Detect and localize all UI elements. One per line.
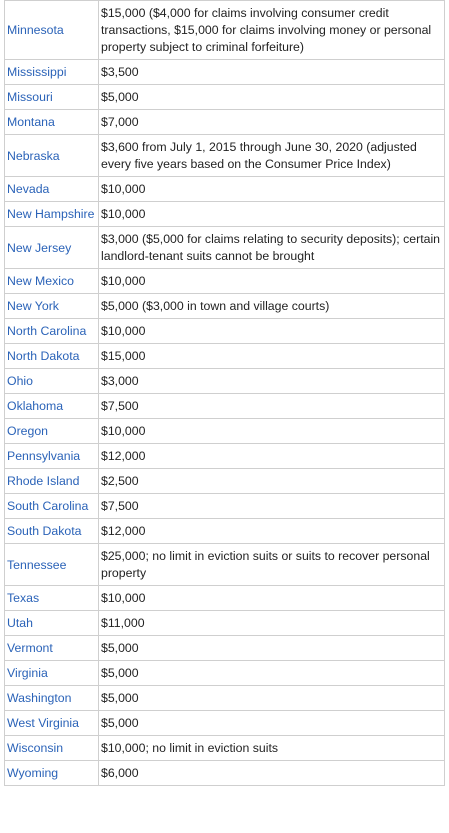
limit-cell: $3,000 — [98, 368, 445, 394]
limit-cell: $25,000; no limit in eviction suits or s… — [98, 543, 445, 586]
state-link[interactable]: Texas — [4, 585, 99, 611]
table-row: Oklahoma $7,500 — [4, 393, 445, 419]
table-row: Wyoming $6,000 — [4, 760, 445, 786]
state-link[interactable]: North Carolina — [4, 318, 99, 344]
limit-cell: $5,000 — [98, 685, 445, 711]
limit-cell: $3,500 — [98, 59, 445, 85]
table-row: Texas $10,000 — [4, 585, 445, 611]
table-row: Pennsylvania $12,000 — [4, 443, 445, 469]
table-row: Nevada $10,000 — [4, 176, 445, 202]
state-link[interactable]: South Dakota — [4, 518, 99, 544]
limit-cell: $5,000 — [98, 710, 445, 736]
table-row: Minnesota $15,000 ($4,000 for claims inv… — [4, 0, 445, 60]
state-link[interactable]: Utah — [4, 610, 99, 636]
table-row: Nebraska $3,600 from July 1, 2015 throug… — [4, 134, 445, 177]
state-link[interactable]: South Carolina — [4, 493, 99, 519]
limit-cell: $10,000 — [98, 176, 445, 202]
limit-cell: $5,000 — [98, 635, 445, 661]
limit-cell: $12,000 — [98, 518, 445, 544]
limit-cell: $12,000 — [98, 443, 445, 469]
state-link[interactable]: Rhode Island — [4, 468, 99, 494]
table-row: Washington $5,000 — [4, 685, 445, 711]
table-row: New Mexico $10,000 — [4, 268, 445, 294]
table-row: Utah $11,000 — [4, 610, 445, 636]
limit-cell: $15,000 — [98, 343, 445, 369]
limit-cell: $7,500 — [98, 393, 445, 419]
state-link[interactable]: New Jersey — [4, 226, 99, 269]
table-row: Tennessee $25,000; no limit in eviction … — [4, 543, 445, 586]
table-row: Missouri $5,000 — [4, 84, 445, 110]
limit-cell: $6,000 — [98, 760, 445, 786]
state-link[interactable]: Nevada — [4, 176, 99, 202]
limit-cell: $10,000 — [98, 418, 445, 444]
table-row: North Carolina $10,000 — [4, 318, 445, 344]
state-link[interactable]: Wisconsin — [4, 735, 99, 761]
limit-cell: $10,000 — [98, 318, 445, 344]
limit-cell: $5,000 — [98, 660, 445, 686]
table-row: West Virginia $5,000 — [4, 710, 445, 736]
small-claims-limits-table: Minnesota $15,000 ($4,000 for claims inv… — [4, 0, 445, 786]
state-link[interactable]: West Virginia — [4, 710, 99, 736]
table-row: Oregon $10,000 — [4, 418, 445, 444]
table-row: Virginia $5,000 — [4, 660, 445, 686]
limit-cell: $5,000 — [98, 84, 445, 110]
limit-cell: $15,000 ($4,000 for claims involving con… — [98, 0, 445, 60]
state-link[interactable]: Mississippi — [4, 59, 99, 85]
state-link[interactable]: New York — [4, 293, 99, 319]
table-row: New Jersey $3,000 ($5,000 for claims rel… — [4, 226, 445, 269]
limit-cell: $3,000 ($5,000 for claims relating to se… — [98, 226, 445, 269]
state-link[interactable]: Oregon — [4, 418, 99, 444]
table-row: South Carolina $7,500 — [4, 493, 445, 519]
state-link[interactable]: Minnesota — [4, 0, 99, 60]
limit-cell: $10,000; no limit in eviction suits — [98, 735, 445, 761]
state-link[interactable]: Missouri — [4, 84, 99, 110]
state-link[interactable]: Vermont — [4, 635, 99, 661]
state-link[interactable]: Washington — [4, 685, 99, 711]
state-link[interactable]: Virginia — [4, 660, 99, 686]
state-link[interactable]: Pennsylvania — [4, 443, 99, 469]
state-link[interactable]: New Hampshire — [4, 201, 99, 227]
state-link[interactable]: Oklahoma — [4, 393, 99, 419]
limit-cell: $3,600 from July 1, 2015 through June 30… — [98, 134, 445, 177]
table-row: New York $5,000 ($3,000 in town and vill… — [4, 293, 445, 319]
table-row: North Dakota $15,000 — [4, 343, 445, 369]
limit-cell: $7,500 — [98, 493, 445, 519]
table-row: Wisconsin $10,000; no limit in eviction … — [4, 735, 445, 761]
table-body: Minnesota $15,000 ($4,000 for claims inv… — [4, 0, 445, 786]
limit-cell: $10,000 — [98, 201, 445, 227]
table-row: Rhode Island $2,500 — [4, 468, 445, 494]
state-link[interactable]: Wyoming — [4, 760, 99, 786]
table-row: Vermont $5,000 — [4, 635, 445, 661]
table-row: South Dakota $12,000 — [4, 518, 445, 544]
limit-cell: $11,000 — [98, 610, 445, 636]
table-row: New Hampshire $10,000 — [4, 201, 445, 227]
state-link[interactable]: Ohio — [4, 368, 99, 394]
state-link[interactable]: North Dakota — [4, 343, 99, 369]
limit-cell: $2,500 — [98, 468, 445, 494]
table-row: Ohio $3,000 — [4, 368, 445, 394]
limit-cell: $10,000 — [98, 585, 445, 611]
state-link[interactable]: Nebraska — [4, 134, 99, 177]
table-row: Montana $7,000 — [4, 109, 445, 135]
limit-cell: $10,000 — [98, 268, 445, 294]
table-row: Mississippi $3,500 — [4, 59, 445, 85]
limit-cell: $5,000 ($3,000 in town and village court… — [98, 293, 445, 319]
limit-cell: $7,000 — [98, 109, 445, 135]
state-link[interactable]: Tennessee — [4, 543, 99, 586]
state-link[interactable]: Montana — [4, 109, 99, 135]
state-link[interactable]: New Mexico — [4, 268, 99, 294]
